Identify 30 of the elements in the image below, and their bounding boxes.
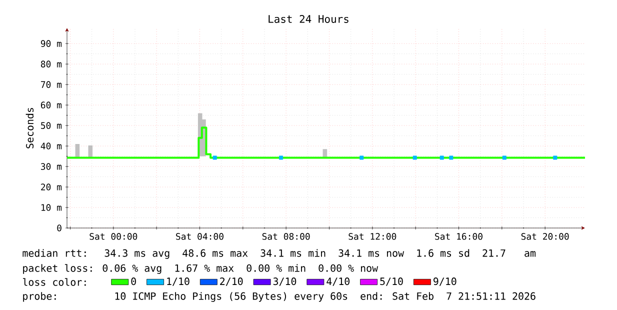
legend-label: 3/10: [273, 278, 296, 286]
legend-label: 0: [131, 278, 136, 286]
x-tick-label: Sat 12:00: [348, 233, 396, 240]
legend-label: 2/10: [220, 278, 243, 286]
y-axis-title: Seconds: [26, 108, 34, 148]
y-tick-label: 80 m: [40, 60, 62, 68]
x-tick-label: Sat 08:00: [262, 233, 310, 240]
x-tick-label: Sat 20:00: [521, 233, 569, 240]
text: median rtt: 34.3 ms avg 48.6 ms max 34.1 ms min 34.1 ms now 1.6 ms sd 21.7 am: [22, 249, 536, 259]
y-tick-label: 10 m: [41, 204, 62, 211]
y-tick-label: 0: [57, 224, 62, 232]
x-tick-label: Sat 16:00: [435, 233, 482, 240]
y-tick-label: 50 m: [41, 122, 62, 129]
text: probe: 10 ICMP Echo Pings (56 Bytes) every 60s end: Sat Feb 7 21:51:11 2026: [23, 292, 536, 302]
legend-label: 4/10: [326, 278, 350, 286]
chart-title: Last 24 Hours: [268, 15, 348, 23]
text: packet loss: 0.06 % avg 1.67 % max 0.00 % min 0.00 % now: [23, 264, 378, 274]
line-series: [66, 126, 586, 159]
x-tick-label: Sat 00:00: [90, 233, 138, 240]
y-tick-label: 30 m: [40, 163, 62, 170]
legend-label: 5/10: [380, 278, 403, 286]
y-tick-label: 20 m: [41, 184, 62, 190]
legend-label: 9/10: [434, 278, 456, 286]
y-tick-label: 40 m: [40, 142, 62, 150]
y-tick-label: 70 m: [41, 81, 62, 88]
text: loss color:: [22, 278, 86, 286]
y-tick-label: 60 m: [40, 102, 62, 108]
y-tick-label: 90 m: [40, 40, 62, 47]
legend-label: 1/10: [167, 278, 190, 286]
x-tick-label: Sat 04:00: [176, 233, 224, 240]
